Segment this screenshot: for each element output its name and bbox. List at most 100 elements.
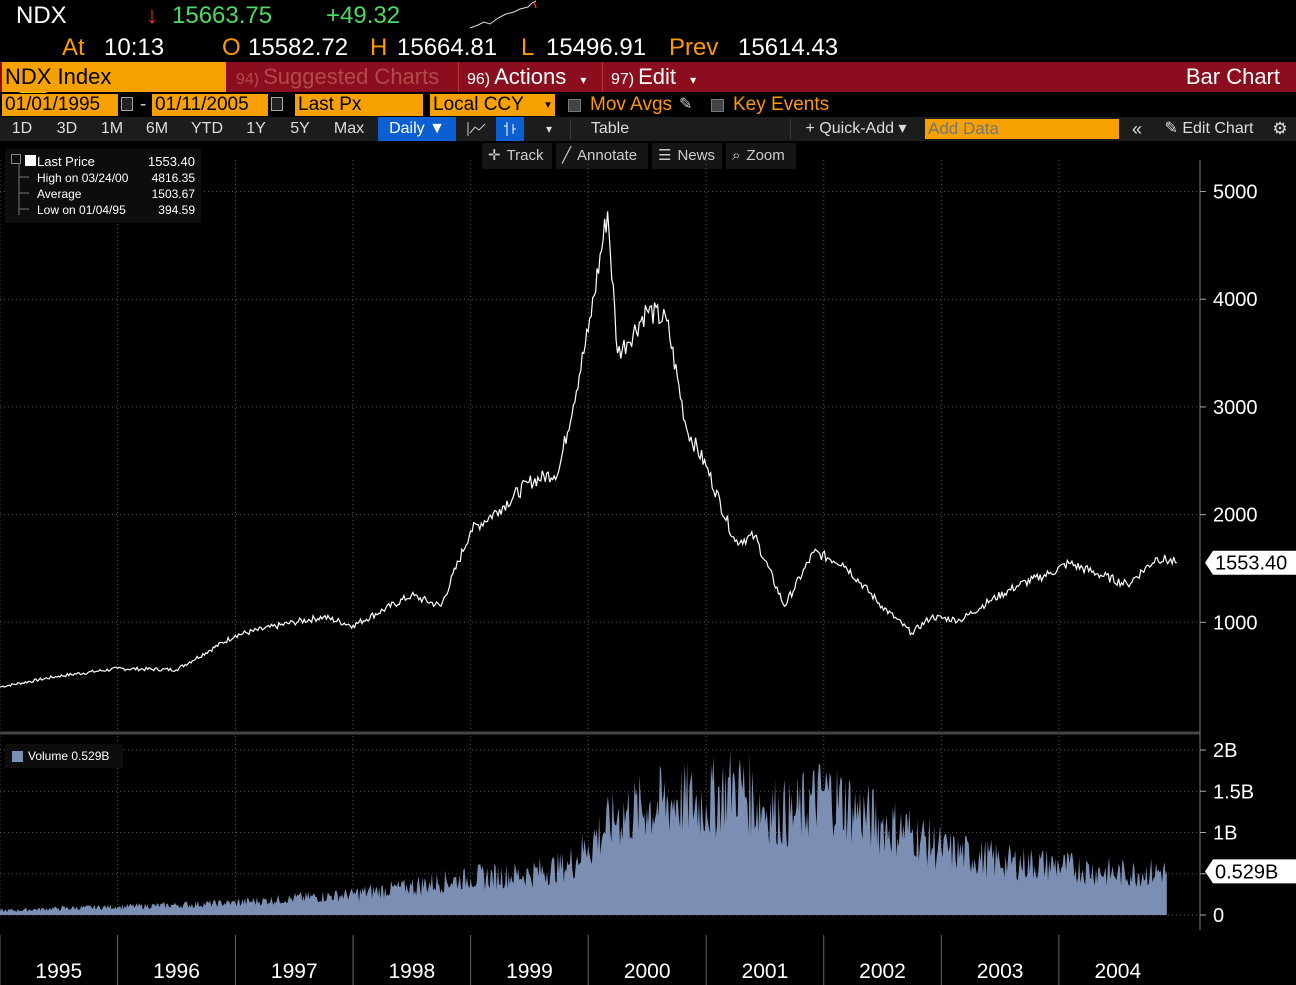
- line-chart-icon[interactable]: [462, 117, 492, 141]
- zoom-tool[interactable]: ⌕ Zoom: [726, 143, 796, 169]
- legend-low-label: Low on 01/04/95: [37, 203, 126, 217]
- open-label: O: [222, 34, 241, 61]
- x-tick-label: 2003: [977, 960, 1024, 983]
- chevron-down-icon: ▾: [580, 73, 587, 87]
- down-arrow-icon: ↓: [146, 2, 158, 29]
- track-tool[interactable]: ✛ Track: [482, 143, 552, 169]
- last-volume-tag-bg: [1205, 859, 1296, 884]
- field-select[interactable]: Last Px: [295, 94, 423, 116]
- price-legend[interactable]: Last Price 1553.40 High on 03/24/00 4816…: [5, 149, 201, 223]
- last-price-tag: 1553.40: [1215, 553, 1287, 575]
- add-data-input[interactable]: [925, 119, 1119, 139]
- volume-legend[interactable]: Volume 0.529B: [5, 744, 123, 768]
- line-icon: ╱: [562, 147, 572, 164]
- function-tabs: NDX Index 94) Suggested Charts 96) Actions…: [0, 62, 1296, 92]
- volume-tick-label: 1.5B: [1213, 781, 1254, 803]
- key-events-checkbox[interactable]: [711, 99, 724, 112]
- period-1d[interactable]: 1D: [11, 120, 33, 137]
- end-date-field[interactable]: 01/11/2005: [152, 94, 268, 116]
- volume-tick-label: 0: [1213, 905, 1224, 927]
- period-3d[interactable]: 3D: [56, 120, 78, 137]
- legend-high-label: High on 03/24/00: [37, 171, 129, 185]
- divider: [570, 119, 571, 139]
- prev-value: 15614.43: [738, 34, 839, 61]
- quick-add-button[interactable]: + Quick-Add ▾: [805, 120, 907, 137]
- annotate-label: Annotate: [577, 147, 638, 164]
- currency-select[interactable]: Local CCY: [430, 94, 542, 116]
- x-tick-label: 2000: [624, 960, 671, 983]
- volume-tick-label: 1B: [1213, 823, 1237, 845]
- calendar-icon[interactable]: [121, 97, 133, 111]
- period-6m[interactable]: 6M: [145, 120, 169, 137]
- period-1m[interactable]: 1M: [100, 120, 124, 137]
- price-tick-label: 5000: [1213, 182, 1258, 204]
- magnifier-icon: ⌕: [732, 147, 741, 164]
- actions-number: 96): [467, 71, 491, 88]
- track-label: Track: [506, 147, 544, 164]
- range-settings: 01/01/1995 - 01/11/2005 Last Px Local CC…: [0, 93, 1296, 117]
- period-1y[interactable]: 1Y: [246, 120, 266, 137]
- x-tick-label: 2001: [742, 960, 789, 983]
- x-tick-label: 1997: [271, 960, 318, 983]
- key-events-label: Key Events: [733, 94, 830, 115]
- volume-legend-label: Volume 0.529B: [28, 744, 109, 768]
- suggested-number: 94): [236, 71, 260, 88]
- x-tick-label: 1995: [35, 960, 82, 983]
- edit-chart-button[interactable]: ✎ Edit Chart: [1154, 117, 1264, 141]
- security-field[interactable]: NDX Index: [2, 62, 226, 92]
- actions-label: Actions: [494, 64, 567, 89]
- frequency-select[interactable]: Daily ▼: [378, 117, 456, 141]
- chevron-down-icon[interactable]: ▾: [545, 122, 553, 136]
- pencil-icon[interactable]: ✎: [679, 96, 693, 113]
- volume-area: [0, 750, 1167, 915]
- period-5y[interactable]: 5Y: [290, 120, 310, 137]
- price-tick-label: 4000: [1213, 289, 1258, 311]
- table-button[interactable]: Table: [590, 120, 630, 137]
- period-ytd[interactable]: YTD: [191, 120, 223, 137]
- sparkline-icon: [470, 0, 537, 29]
- swatch-icon: [12, 751, 23, 762]
- news-label: News: [677, 147, 715, 164]
- edit-label: Edit: [638, 64, 677, 89]
- x-tick-label: 2002: [859, 960, 906, 983]
- collapse-icon[interactable]: «: [1131, 119, 1142, 139]
- actions-menu[interactable]: 96) Actions ▾: [458, 62, 600, 92]
- start-date-field[interactable]: 01/01/1995: [2, 94, 118, 116]
- pencil-icon: ✎: [1164, 120, 1178, 137]
- edit-menu[interactable]: 97) Edit ▾: [602, 62, 708, 92]
- volume-label: Volume: [28, 749, 69, 763]
- last-volume-tag: 0.529B: [1215, 861, 1278, 883]
- ticker: NDX: [16, 2, 67, 29]
- news-icon: ☰: [658, 147, 672, 164]
- price-tick-label: 1000: [1213, 612, 1258, 634]
- last-price: 15663.75: [172, 2, 273, 29]
- prev-label: Prev: [669, 34, 719, 61]
- x-tick-label: 1999: [506, 960, 553, 983]
- news-tool[interactable]: ☰ News: [652, 143, 722, 169]
- bar-chart-icon[interactable]: [496, 117, 524, 141]
- edit-chart-label: Edit Chart: [1182, 120, 1254, 137]
- quote-time: 10:13: [104, 34, 165, 61]
- volume-tick-label: 2B: [1213, 740, 1237, 762]
- mov-avgs-checkbox[interactable]: [568, 99, 581, 112]
- x-tick-label: 1998: [388, 960, 435, 983]
- price-tick-label: 3000: [1213, 397, 1258, 419]
- gear-icon[interactable]: ⚙: [1272, 119, 1288, 138]
- zoom-label: Zoom: [746, 147, 785, 164]
- annotate-tool[interactable]: ╱ Annotate: [556, 143, 648, 169]
- date-dash: -: [140, 94, 147, 115]
- suggested-label: Suggested Charts: [263, 64, 440, 89]
- quote-details: At 10:13 O 15582.72 H 15664.81 L 15496.9…: [0, 32, 1296, 93]
- legend-last-label: Last Price: [37, 154, 95, 169]
- crosshair-icon: ✛: [488, 147, 501, 164]
- chevron-down-icon[interactable]: ▾: [541, 94, 555, 116]
- calendar-icon[interactable]: [271, 97, 283, 111]
- suggested-charts-tab[interactable]: 94) Suggested Charts: [228, 62, 456, 92]
- divider: [790, 119, 791, 139]
- quote-header: NDX ↓ 15663.75 +49.32: [0, 0, 1296, 32]
- legend-low-value: 394.59: [158, 203, 195, 217]
- volume-value: 0.529B: [71, 749, 110, 763]
- period-max[interactable]: Max: [333, 120, 365, 137]
- collapse-icon[interactable]: [11, 154, 21, 164]
